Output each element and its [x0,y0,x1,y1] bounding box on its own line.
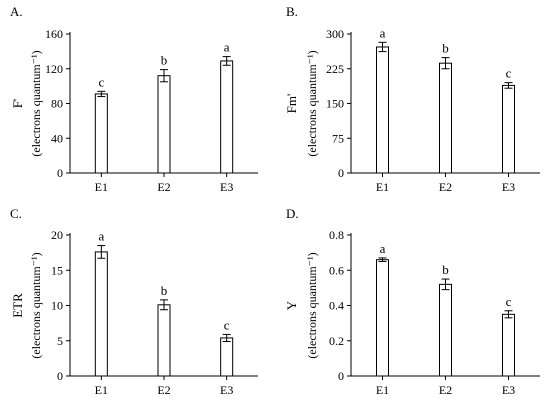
bar [502,313,515,377]
bar [157,304,171,377]
x-tick-label: E2 [157,383,170,397]
significance-letter: b [161,283,168,298]
significance-letter: a [98,229,104,244]
y-tick-label: 80 [51,97,63,111]
bar [439,62,452,174]
y-tick-label: 0.2 [329,334,344,348]
y-axis-unit: (electrons quantum⁻¹) [29,50,43,156]
y-tick-label: 0.8 [329,228,344,242]
y-axis-title: ETR [10,293,25,318]
significance-letter: c [224,317,230,332]
y-axis-unit: (electrons quantum⁻¹) [29,252,43,358]
x-tick-label: E2 [157,180,170,194]
significance-letter: c [98,74,104,89]
significance-letter: c [506,66,512,81]
y-tick-label: 0 [57,369,63,383]
y-tick-label: 10 [51,299,63,313]
bar [94,251,108,377]
panel-label: C. [10,206,22,221]
significance-letter: b [161,53,168,68]
y-tick-label: 75 [332,131,344,145]
significance-letter: a [380,25,386,40]
y-axis-unit: (electrons quantum⁻¹) [305,252,319,358]
x-tick-label: E1 [95,180,108,194]
panel-label: B. [286,4,298,19]
y-axis-title: Y [284,300,299,310]
y-tick-label: 0 [338,369,344,383]
significance-letter: c [506,294,512,309]
bar [502,84,515,174]
x-tick-label: E3 [220,383,233,397]
y-tick-label: 20 [51,228,63,242]
x-tick-label: E2 [439,383,452,397]
y-tick-label: 300 [326,27,344,41]
y-axis-unit: (electrons quantum⁻¹) [305,50,319,156]
panel-label: D. [286,206,299,221]
y-axis-title: Fm' [284,94,299,114]
bar [157,75,171,174]
bar [376,259,389,377]
bar [220,60,234,174]
y-tick-label: 0.4 [329,299,344,313]
panel-label: A. [10,4,23,19]
x-tick-label: E3 [502,383,515,397]
y-tick-label: 0 [57,166,63,180]
x-tick-label: E3 [220,180,233,194]
significance-letter: a [224,40,230,55]
y-tick-label: 15 [51,263,63,277]
x-tick-label: E2 [439,180,452,194]
significance-letter: a [380,241,386,256]
bar [220,337,234,377]
y-tick-label: 5 [57,334,63,348]
y-tick-label: 120 [45,62,63,76]
x-tick-label: E1 [376,180,389,194]
significance-letter: b [442,41,449,56]
bar [376,46,389,174]
x-tick-label: E1 [95,383,108,397]
y-tick-label: 0.6 [329,263,344,277]
y-tick-label: 40 [51,131,63,145]
y-tick-label: 150 [326,97,344,111]
x-tick-label: E3 [502,180,515,194]
bar [439,283,452,377]
y-tick-label: 225 [326,62,344,76]
y-tick-label: 0 [338,166,344,180]
y-axis-title: F' [10,99,25,109]
x-tick-label: E1 [376,383,389,397]
y-tick-label: 160 [45,27,63,41]
significance-letter: b [442,262,449,277]
bar [94,93,108,174]
